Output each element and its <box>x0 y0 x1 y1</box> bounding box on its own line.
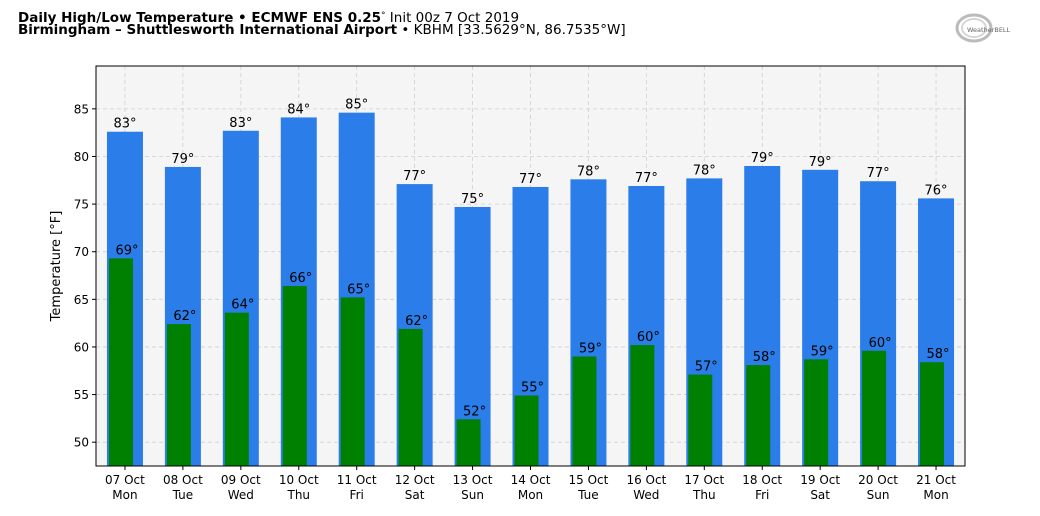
low-temp-bar <box>920 362 945 466</box>
x-tick-label-date: 13 Oct <box>453 473 493 487</box>
x-tick-label-date: 16 Oct <box>626 473 666 487</box>
x-tick-label-day: Fri <box>350 488 364 502</box>
x-tick-label-day: Wed <box>228 488 254 502</box>
chart-subtitle-location: Birmingham – Shuttlesworth International… <box>18 22 398 38</box>
low-temp-bar <box>224 312 249 466</box>
low-temp-label: 60° <box>637 330 660 345</box>
low-temp-label: 66° <box>289 271 312 286</box>
chart-title-degree: ° <box>381 11 386 21</box>
high-temp-label: 77° <box>867 166 890 181</box>
low-temp-label: 62° <box>405 314 428 329</box>
low-temp-bar <box>630 345 655 466</box>
x-tick-label-date: 19 Oct <box>800 473 840 487</box>
high-temp-label: 75° <box>461 192 484 207</box>
x-tick-label-day: Sat <box>405 488 425 502</box>
low-temp-label: 58° <box>753 350 776 365</box>
high-temp-label: 78° <box>577 164 600 179</box>
chart-title-init: Init 00z 7 Oct 2019 <box>385 10 520 26</box>
weatherbell-logo: WeatherBELL <box>955 13 1011 43</box>
low-temp-label: 55° <box>521 381 544 396</box>
x-tick-label-date: 10 Oct <box>279 473 319 487</box>
y-tick-label: 65 <box>74 293 89 307</box>
low-temp-label: 62° <box>173 309 196 324</box>
low-temp-label: 57° <box>695 360 718 375</box>
low-temp-label: 65° <box>347 282 370 297</box>
high-temp-label: 77° <box>635 171 658 186</box>
y-tick-label: 85 <box>74 102 89 116</box>
y-tick-label: 80 <box>74 150 89 164</box>
x-tick-label-day: Mon <box>518 488 543 502</box>
low-temp-bar <box>340 297 365 466</box>
x-tick-label-date: 11 Oct <box>337 473 377 487</box>
low-temp-bar <box>572 356 597 466</box>
x-tick-label-date: 14 Oct <box>511 473 551 487</box>
x-tick-label-day: Sat <box>810 488 830 502</box>
y-tick-label: 75 <box>74 198 89 212</box>
x-tick-label-date: 08 Oct <box>163 473 203 487</box>
x-tick-label-date: 17 Oct <box>684 473 724 487</box>
high-temp-label: 84° <box>287 102 310 117</box>
low-temp-bar <box>166 324 191 466</box>
y-tick-label: 55 <box>74 388 89 402</box>
logo-text: WeatherBELL <box>967 26 1011 34</box>
low-temp-bar <box>398 328 423 466</box>
low-temp-bar <box>746 365 771 466</box>
plot-frame <box>95 65 966 467</box>
x-tick-label-day: Wed <box>633 488 659 502</box>
high-temp-label: 78° <box>693 163 716 178</box>
chart-subtitle: Birmingham – Shuttlesworth International… <box>18 23 626 38</box>
x-tick-label-day: Mon <box>923 488 948 502</box>
high-temp-label: 85° <box>345 98 368 113</box>
x-tick-label-day: Sun <box>461 488 484 502</box>
x-tick-label-day: Mon <box>112 488 137 502</box>
low-temp-bar <box>108 258 133 466</box>
high-temp-label: 79° <box>171 152 194 167</box>
high-temp-label: 83° <box>113 117 136 132</box>
low-temp-bar <box>804 359 829 466</box>
high-temp-label: 79° <box>809 155 832 170</box>
y-axis-label: Temperature [°F] <box>49 211 64 323</box>
low-temp-bar <box>456 419 481 466</box>
x-tick-label-date: 21 Oct <box>916 473 956 487</box>
chart-title-main: Daily High/Low Temperature • ECMWF ENS 0… <box>18 10 382 26</box>
x-tick-label-date: 18 Oct <box>742 473 782 487</box>
x-tick-label-date: 07 Oct <box>105 473 145 487</box>
high-temp-label: 76° <box>925 183 948 198</box>
low-temp-label: 59° <box>811 344 834 359</box>
x-tick-label-date: 15 Oct <box>569 473 609 487</box>
high-temp-label: 77° <box>519 172 542 187</box>
x-tick-label-date: 20 Oct <box>858 473 898 487</box>
high-temp-label: 79° <box>751 151 774 166</box>
x-tick-label-day: Fri <box>755 488 769 502</box>
x-tick-label-day: Thu <box>286 488 310 502</box>
low-temp-label: 64° <box>231 298 254 313</box>
chart-subtitle-station: • KBHM [33.5629°N, 86.7535°W] <box>397 22 626 38</box>
low-temp-label: 52° <box>463 404 486 419</box>
low-temp-bar <box>688 374 713 466</box>
low-temp-label: 59° <box>579 341 602 356</box>
low-temp-label: 60° <box>869 336 892 351</box>
low-temp-label: 69° <box>115 243 138 258</box>
x-tick-label-day: Tue <box>172 488 194 502</box>
low-temp-bar <box>282 286 307 466</box>
low-temp-bar <box>514 395 539 466</box>
x-tick-label-day: Thu <box>692 488 716 502</box>
chart-title: Daily High/Low Temperature • ECMWF ENS 0… <box>18 9 519 26</box>
x-tick-label-day: Sun <box>867 488 890 502</box>
y-tick-label: 50 <box>74 436 89 450</box>
x-tick-label-date: 09 Oct <box>221 473 261 487</box>
high-temp-label: 83° <box>229 116 252 131</box>
high-temp-label: 77° <box>403 169 426 184</box>
x-tick-label-date: 12 Oct <box>395 473 435 487</box>
x-tick-label-day: Tue <box>577 488 599 502</box>
y-tick-label: 60 <box>74 340 89 354</box>
low-temp-bar <box>862 350 887 466</box>
y-tick-label: 70 <box>74 245 89 259</box>
low-temp-label: 58° <box>927 347 950 362</box>
